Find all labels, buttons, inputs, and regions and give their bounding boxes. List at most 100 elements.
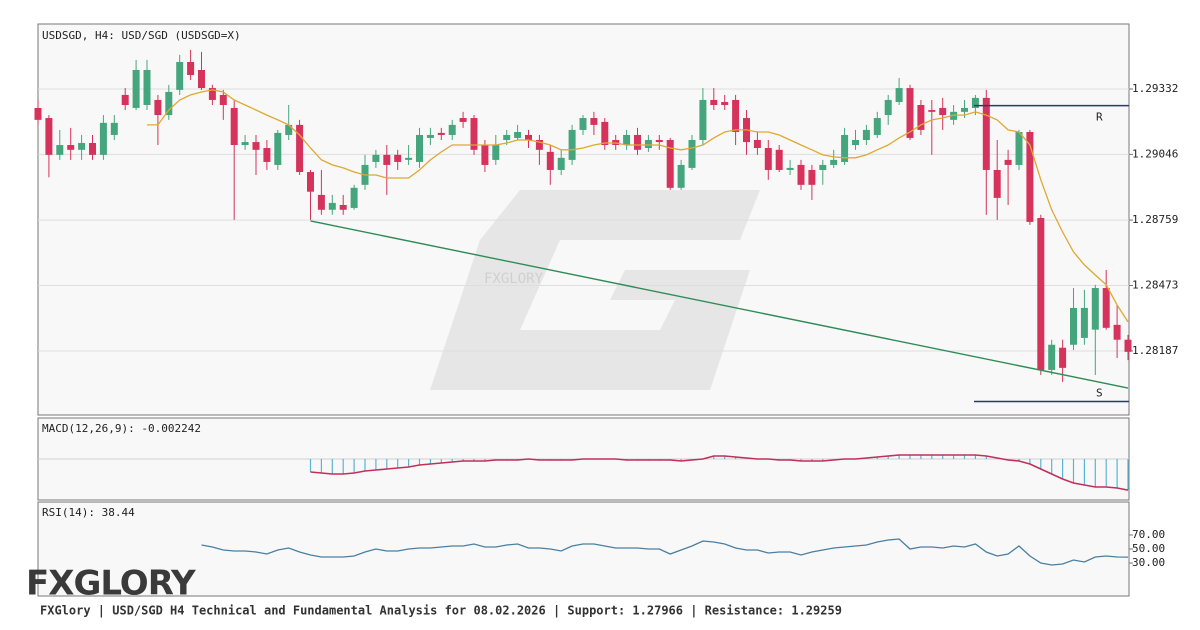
candle-body <box>405 157 413 160</box>
candle-body <box>1124 339 1132 352</box>
candle-body <box>45 118 53 155</box>
candle-body <box>546 151 554 170</box>
candle-body <box>285 124 293 135</box>
candle-body <box>165 91 173 116</box>
candle-body <box>993 169 1001 198</box>
candle-body <box>34 107 42 120</box>
candle-body <box>982 97 990 170</box>
candle-body <box>971 97 979 108</box>
y-tick-label: 1.29332 <box>1132 82 1178 95</box>
candle-body <box>328 202 336 210</box>
candle-body <box>601 121 609 146</box>
rsi-tick-label: 50.00 <box>1132 542 1165 555</box>
rsi-tick-label: 70.00 <box>1132 528 1165 541</box>
candle-body <box>634 134 641 150</box>
candle-body <box>950 111 958 120</box>
candle-body <box>753 139 761 149</box>
candle-body <box>699 99 707 140</box>
candle-body <box>296 124 304 173</box>
candle-body <box>492 145 500 160</box>
candle-body <box>426 134 434 138</box>
y-tick-label: 1.28759 <box>1132 213 1178 226</box>
chart-title: USDSGD, H4: USD/SGD (USDSGD=X) <box>42 29 241 42</box>
candle-body <box>132 69 140 108</box>
candle-body <box>383 154 391 165</box>
moving-average <box>147 89 1129 323</box>
candle-body <box>307 172 314 192</box>
candle-body <box>143 69 151 105</box>
candle-body <box>89 142 96 155</box>
candle-body <box>644 139 652 149</box>
candle-body <box>688 139 696 168</box>
candle-body <box>230 107 238 146</box>
candle-body <box>252 142 260 150</box>
candle-body <box>568 129 576 160</box>
candle-body <box>317 194 325 210</box>
candle-body <box>677 164 685 188</box>
candle-body <box>99 122 107 155</box>
candle-body <box>481 145 489 165</box>
candle-body <box>732 99 740 132</box>
candle-body <box>470 118 478 150</box>
candle-body <box>121 94 129 105</box>
y-tick-label: 1.28473 <box>1132 279 1178 292</box>
candle-body <box>198 69 205 89</box>
candle-body <box>721 102 729 105</box>
candle-body <box>655 139 663 143</box>
candle-body <box>764 148 772 170</box>
candle-body <box>176 61 184 90</box>
candle-body <box>852 139 859 146</box>
logo: FXGLORY <box>26 564 196 604</box>
candle-body <box>873 118 881 135</box>
rsi-tick-label: 30.00 <box>1132 556 1165 569</box>
candle-body <box>208 88 216 100</box>
candle-body <box>1080 307 1088 338</box>
trendline <box>310 220 1129 389</box>
candle-body <box>448 124 456 135</box>
candle-body <box>219 94 227 105</box>
candle-body <box>154 99 162 116</box>
candle-body <box>557 157 565 170</box>
y-tick-label: 1.29046 <box>1132 147 1178 160</box>
watermark-icon <box>430 190 760 390</box>
candle-body <box>1113 324 1121 340</box>
candle-body <box>830 159 838 165</box>
candle-body <box>1091 288 1099 330</box>
candle-body <box>274 132 282 165</box>
candle-body <box>1037 218 1045 370</box>
candle-body <box>514 131 522 138</box>
candle-body <box>241 142 249 146</box>
macd-line <box>310 454 1129 491</box>
candle-body <box>1059 347 1067 368</box>
candle-body <box>1070 307 1077 345</box>
candle-body <box>1102 288 1110 328</box>
candle-body <box>1026 131 1034 222</box>
candle-body <box>623 134 631 146</box>
candle-body <box>1004 159 1012 165</box>
candle-body <box>917 104 925 130</box>
candle-body <box>579 118 587 130</box>
candle-body <box>862 129 870 140</box>
candle-body <box>78 142 86 150</box>
candle-body <box>437 132 445 135</box>
candle-body <box>666 139 674 188</box>
candle-body <box>961 107 968 112</box>
candle-body <box>1048 344 1056 370</box>
y-tick-label: 1.28187 <box>1132 344 1178 357</box>
candle-body <box>56 145 64 155</box>
candle-body <box>187 61 195 76</box>
candle-body <box>808 169 816 185</box>
macd-title: MACD(12,26,9): -0.002242 <box>42 422 201 435</box>
candle-body <box>263 148 271 162</box>
candle-body <box>841 134 849 162</box>
candle-body <box>372 154 380 162</box>
candle-body <box>416 134 423 162</box>
candle-body <box>928 110 936 112</box>
candle-body <box>590 118 598 125</box>
level-label: S <box>1096 387 1103 400</box>
candle-body <box>884 99 892 116</box>
candle-body <box>797 164 805 185</box>
level-label: R <box>1096 111 1103 124</box>
candle-body <box>819 164 827 170</box>
